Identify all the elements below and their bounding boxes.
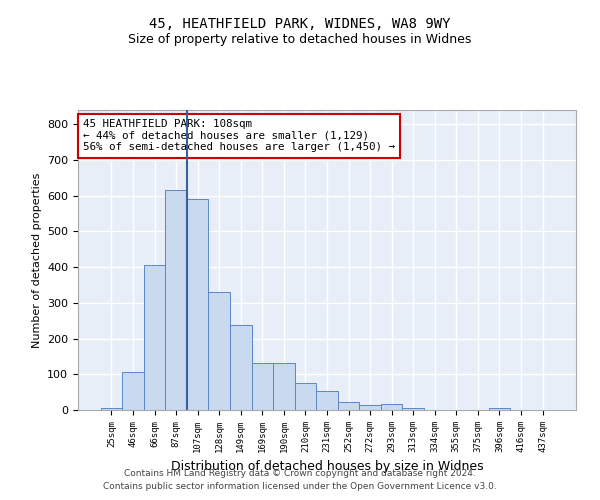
Bar — [208, 292, 230, 410]
Bar — [187, 200, 208, 410]
Bar — [488, 408, 510, 410]
Text: Contains HM Land Registry data © Crown copyright and database right 2024.: Contains HM Land Registry data © Crown c… — [124, 468, 476, 477]
Bar — [359, 404, 381, 410]
Bar — [381, 404, 403, 410]
Bar — [101, 408, 122, 410]
Text: Size of property relative to detached houses in Widnes: Size of property relative to detached ho… — [128, 32, 472, 46]
X-axis label: Distribution of detached houses by size in Widnes: Distribution of detached houses by size … — [170, 460, 484, 473]
Bar — [166, 190, 187, 410]
Bar — [251, 362, 273, 410]
Text: 45 HEATHFIELD PARK: 108sqm
← 44% of detached houses are smaller (1,129)
56% of s: 45 HEATHFIELD PARK: 108sqm ← 44% of deta… — [83, 119, 395, 152]
Text: Contains public sector information licensed under the Open Government Licence v3: Contains public sector information licen… — [103, 482, 497, 491]
Bar — [273, 362, 295, 410]
Bar — [122, 372, 144, 410]
Bar — [230, 325, 251, 410]
Bar — [316, 391, 338, 410]
Bar — [295, 382, 316, 410]
Y-axis label: Number of detached properties: Number of detached properties — [32, 172, 41, 348]
Text: 45, HEATHFIELD PARK, WIDNES, WA8 9WY: 45, HEATHFIELD PARK, WIDNES, WA8 9WY — [149, 18, 451, 32]
Bar — [338, 402, 359, 410]
Bar — [403, 408, 424, 410]
Bar — [144, 266, 166, 410]
